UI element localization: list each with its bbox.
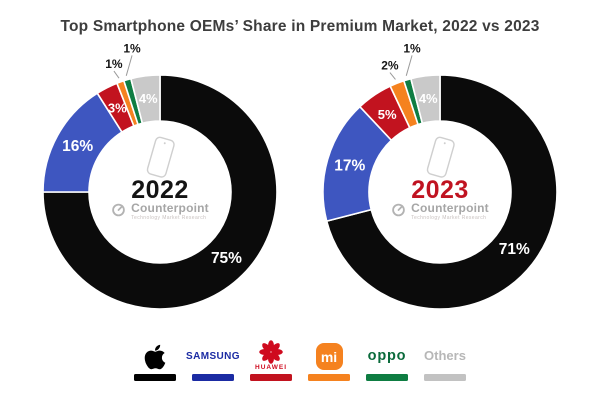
slice-label-xiaomi: 1% <box>105 57 123 71</box>
slice-others <box>129 74 161 125</box>
legend-color-bar-huawei <box>250 374 292 381</box>
huawei-logo: HUAWEI <box>255 339 287 372</box>
legend: SAMSUNG HUAWEI mi oppo Others <box>0 338 600 381</box>
slice-label-oppo: 1% <box>403 41 421 55</box>
donut-2023: 71% 17% 5% 2% 1% 4% <box>322 41 558 310</box>
slice-others <box>409 74 441 125</box>
slice-label-others: 4% <box>419 91 438 106</box>
label-leader-line <box>113 70 120 79</box>
slice-apple <box>325 74 558 310</box>
legend-color-bar-oppo <box>366 374 408 381</box>
donut-2022: 75% 16% 3% 1%1% 4% <box>42 41 278 310</box>
legend-item-apple <box>126 338 184 381</box>
slice-label-samsung: 17% <box>334 157 365 174</box>
others-label: Others <box>424 348 466 363</box>
label-leader-line <box>389 72 396 80</box>
legend-item-oppo: oppo <box>358 338 416 381</box>
slice-label-xiaomi: 2% <box>381 59 399 73</box>
oppo-wordmark: oppo <box>367 348 407 364</box>
donut-chart-2022: 75% 16% 3% 1% 1% 4% 2022 Counterpoint Technol… <box>15 24 305 314</box>
legend-item-huawei: HUAWEI <box>242 338 300 381</box>
slice-label-apple: 75% <box>211 250 242 267</box>
huawei-flower-icon <box>259 339 283 364</box>
slice-label-others: 4% <box>139 91 158 106</box>
legend-item-others: Others <box>416 338 474 381</box>
legend-color-bar-apple <box>134 374 176 381</box>
mi-wordmark: mi <box>320 348 338 365</box>
slice-apple <box>42 74 278 310</box>
label-leader-line <box>405 55 413 76</box>
samsung-wordmark: SAMSUNG <box>186 351 240 362</box>
slice-label-oppo: 1% <box>123 41 141 55</box>
apple-logo-icon <box>144 344 166 370</box>
huawei-wordmark: HUAWEI <box>255 363 287 371</box>
slice-label-apple: 71% <box>499 241 530 258</box>
legend-item-samsung: SAMSUNG <box>184 338 242 381</box>
xiaomi-mi-badge-icon: mi <box>315 343 343 370</box>
slice-label-samsung: 16% <box>62 138 93 155</box>
slice-label-huawei: 5% <box>378 107 397 122</box>
legend-color-bar-others <box>424 374 466 381</box>
legend-item-xiaomi: mi <box>300 338 358 381</box>
slice-label-huawei: 3% <box>108 101 127 116</box>
page-title: Top Smartphone OEMs’ Share in Premium Ma… <box>60 18 540 35</box>
donut-chart-2023: 71% 17% 5% 2% 1% 4% 2023 Counterpoint Technol… <box>295 24 585 314</box>
legend-color-bar-samsung <box>192 374 234 381</box>
label-leader-line <box>125 55 133 76</box>
legend-color-bar-xiaomi <box>308 374 350 381</box>
